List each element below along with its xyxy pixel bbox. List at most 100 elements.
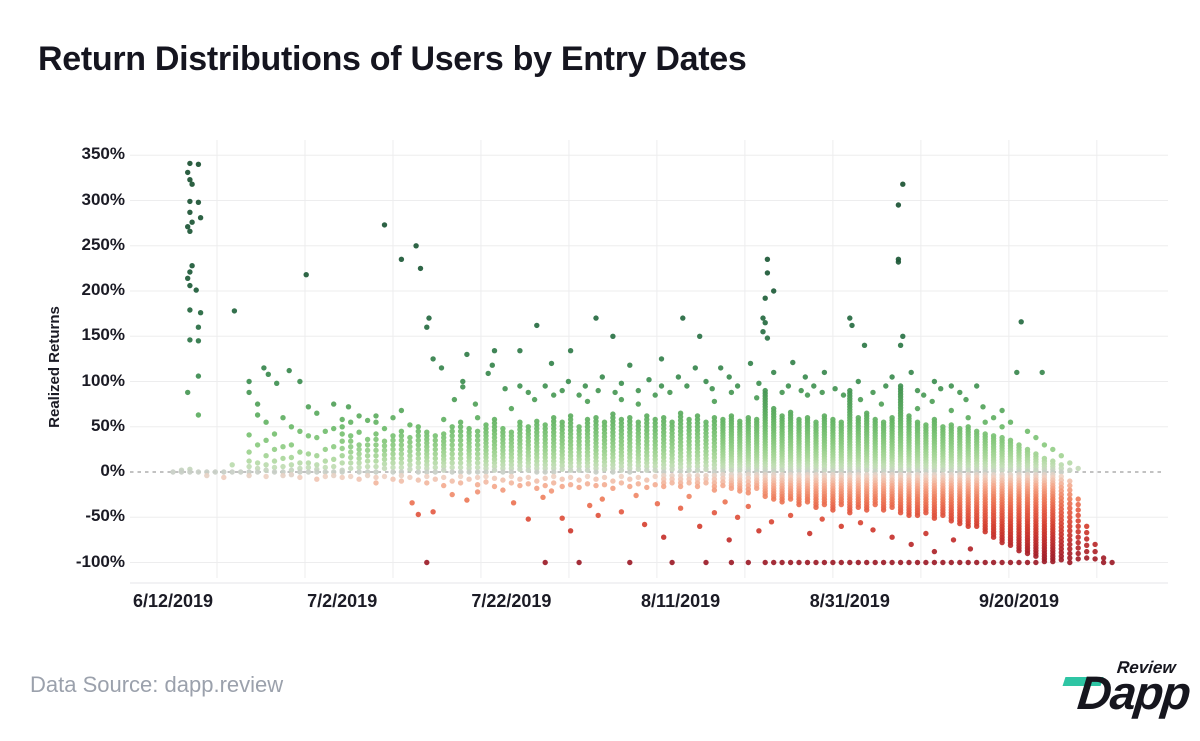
scatter-column (999, 407, 1005, 566)
scatter-column (618, 380, 625, 515)
scatter-column (303, 272, 312, 475)
scatter-column (1067, 460, 1073, 566)
scatter-column (1007, 419, 1014, 566)
scatter-column (980, 404, 988, 566)
scatter-column (990, 415, 997, 566)
scatter-column (709, 386, 718, 516)
scatter-column (576, 392, 582, 566)
scatter-column (889, 374, 895, 566)
scatter-column (185, 160, 195, 475)
scatter-column (170, 469, 176, 475)
data-source-caption: Data Source: dapp.review (30, 672, 284, 697)
scatter-column (407, 422, 415, 506)
scatter-column (356, 413, 362, 482)
scatter-column (1109, 559, 1115, 566)
scatter-column (734, 383, 743, 520)
logo-dapp-text: Dapp (1075, 666, 1193, 719)
scatter-column (658, 356, 667, 540)
scatter-column (525, 389, 531, 522)
chart-title: Return Distributions of Users by Entry D… (38, 40, 747, 78)
scatter-column (641, 377, 652, 528)
scatter-column (559, 387, 565, 521)
scatter-column (565, 348, 574, 534)
scatter-column (811, 383, 819, 566)
scatter-column (1014, 319, 1024, 566)
scatter-column (957, 389, 963, 566)
scatter-column (424, 315, 432, 566)
y-tick-label: 150% (81, 325, 125, 345)
y-tick-label: 350% (81, 144, 125, 164)
scatter-column (963, 396, 974, 566)
scatter-column (855, 378, 864, 566)
scatter-column (754, 380, 762, 534)
scatter-column (627, 362, 633, 566)
scatter-column (508, 405, 517, 506)
scatter-column (331, 401, 337, 479)
scatter-column (819, 369, 828, 566)
scatter-column (633, 387, 641, 499)
scatter-column (178, 467, 185, 475)
scatter-column (1033, 434, 1039, 566)
scatter-column (280, 415, 286, 479)
y-tick-label: 0% (100, 461, 125, 480)
scatter-column (373, 413, 379, 486)
x-tick-label: 8/31/2019 (809, 591, 890, 611)
scatter-column (938, 386, 946, 566)
scatter-column (838, 392, 847, 566)
scatter-column (246, 378, 252, 479)
scatter-column (684, 383, 692, 500)
scatter-column (345, 404, 354, 480)
scatter-column (449, 396, 458, 498)
scatter-column (271, 380, 280, 475)
scatter-column (464, 351, 472, 503)
scatter-column (1092, 541, 1098, 562)
scatter-column (322, 428, 328, 480)
x-tick-label: 8/11/2019 (641, 591, 721, 611)
scatter-column (364, 417, 371, 479)
scatter-column (193, 161, 204, 475)
scatter-column (599, 374, 608, 502)
scatter-column (339, 416, 345, 481)
scatter-column (500, 386, 508, 493)
scatter-column (593, 315, 601, 519)
scatter-column (796, 387, 804, 566)
scatter-column (785, 359, 796, 566)
scatter-column (779, 389, 785, 566)
scatter-column (204, 469, 210, 479)
y-tick-label: 300% (81, 189, 125, 209)
scatter-column (483, 370, 491, 485)
x-tick-label: 6/12/2019 (132, 591, 214, 611)
scatter-column (974, 383, 980, 566)
scatter-column (457, 378, 466, 486)
scatter-column (830, 386, 838, 566)
y-tick-label: 200% (81, 280, 125, 299)
scatter-column (531, 322, 540, 491)
scatter-column (221, 469, 227, 481)
scatter-column (548, 360, 557, 494)
scatter-column (1050, 446, 1056, 565)
scatter-column (652, 392, 661, 507)
x-tick-label: 7/2/2019 (307, 591, 378, 611)
scatter-column (802, 374, 813, 566)
scatter-column (398, 256, 405, 484)
y-tick-label: -50% (85, 506, 125, 526)
scatter-column (261, 365, 271, 480)
scatter-column (768, 288, 777, 566)
scatter-column (929, 378, 938, 566)
y-tick-label: 250% (81, 234, 125, 254)
x-tick-label: 9/20/2019 (978, 591, 1060, 611)
scatter-column (667, 389, 675, 566)
scatter-column (861, 342, 870, 566)
scatter-column (254, 401, 261, 475)
y-tick-label: 100% (81, 370, 125, 390)
scatter-column (582, 383, 593, 509)
scatter-column (906, 369, 914, 566)
scatter-column (914, 387, 921, 566)
scatter-column (921, 392, 929, 566)
scatter-column (1058, 453, 1065, 563)
scatter-column (438, 365, 447, 489)
scatter-column (726, 374, 735, 566)
scatter-column (692, 333, 703, 529)
